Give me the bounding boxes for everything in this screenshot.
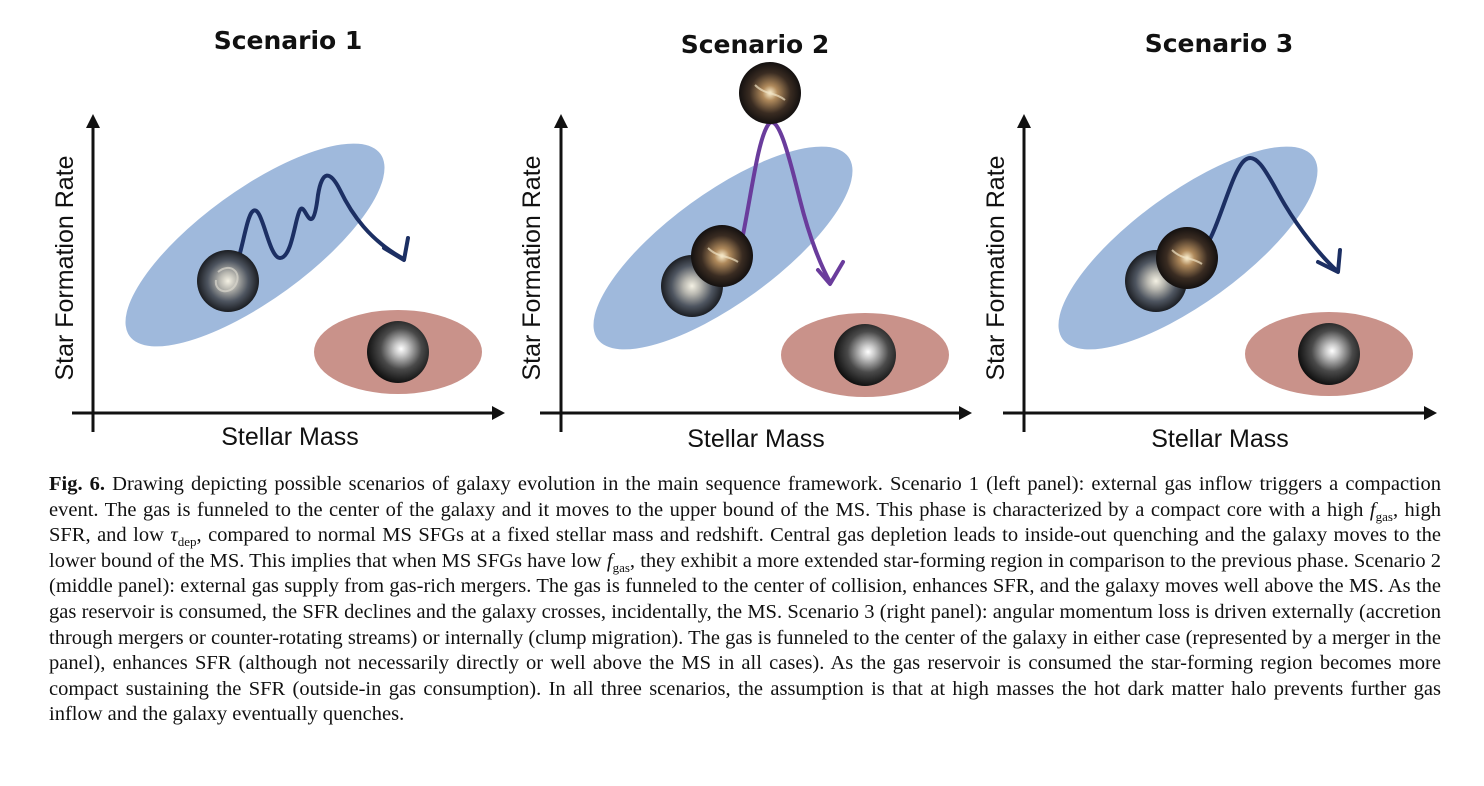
panel-3-x-label: Stellar Mass [1151, 425, 1289, 453]
x-axis-arrow [72, 406, 505, 420]
figure-label: Fig. 6. [49, 473, 106, 495]
y-axis-arrow [554, 114, 568, 432]
gas-subscript: gas [612, 559, 630, 575]
figure-caption: Fig. 6. Drawing depicting possible scena… [49, 472, 1441, 728]
panel-scenario-2 [540, 62, 972, 432]
panel-3-y-label: Star Formation Rate [982, 155, 1010, 381]
merging-galaxy-icon [691, 225, 753, 287]
quiescent-galaxy-icon [834, 324, 896, 386]
f-gas-symbol: f [606, 549, 613, 572]
panel-scenario-1 [72, 114, 505, 432]
path-arrowhead [816, 260, 845, 286]
figure-drawing [72, 62, 1437, 432]
tau-symbol: τ [170, 524, 178, 547]
evolution-path [740, 120, 832, 284]
panel-2-x-label: Stellar Mass [687, 425, 825, 453]
spiral-galaxy-icon [197, 250, 259, 312]
panel-2-title: Scenario 2 [680, 30, 830, 59]
caption-text: , high SFR, and low [49, 498, 1441, 547]
quiescent-galaxy-icon [1298, 323, 1360, 385]
panel-scenario-3 [1003, 114, 1437, 432]
caption-text: Drawing depicting possible scenarios of … [49, 473, 1442, 521]
caption-text: , compared to normal MS SFGs at a fixed … [49, 524, 1441, 572]
x-axis-arrow [1003, 406, 1437, 420]
panel-1-title: Scenario 1 [213, 26, 363, 55]
panel-1-y-label: Star Formation Rate [51, 155, 79, 381]
quiescent-galaxy-icon [367, 321, 429, 383]
merging-galaxy-icon [739, 62, 801, 124]
path-arrowhead [1316, 248, 1342, 274]
dep-subscript: dep [177, 534, 197, 550]
panel-3-title: Scenario 3 [1144, 29, 1294, 58]
merging-galaxy-icon [1156, 227, 1218, 289]
y-axis-arrow [1017, 114, 1031, 432]
x-axis-arrow [540, 406, 972, 420]
panel-2-y-label: Star Formation Rate [518, 155, 546, 381]
evolution-path [226, 173, 404, 285]
f-gas-symbol: f [1369, 498, 1376, 521]
gas-subscript: gas [1375, 508, 1393, 524]
path-arrowhead [382, 236, 410, 262]
panel-1-x-label: Stellar Mass [221, 423, 359, 451]
y-axis-arrow [86, 114, 100, 432]
figure-6: Scenario 1 Scenario 2 Scenario 3 Star Fo… [51, 26, 1437, 453]
caption-text: , they exhibit a more extended star-form… [49, 549, 1441, 726]
evolution-path [1203, 156, 1338, 272]
